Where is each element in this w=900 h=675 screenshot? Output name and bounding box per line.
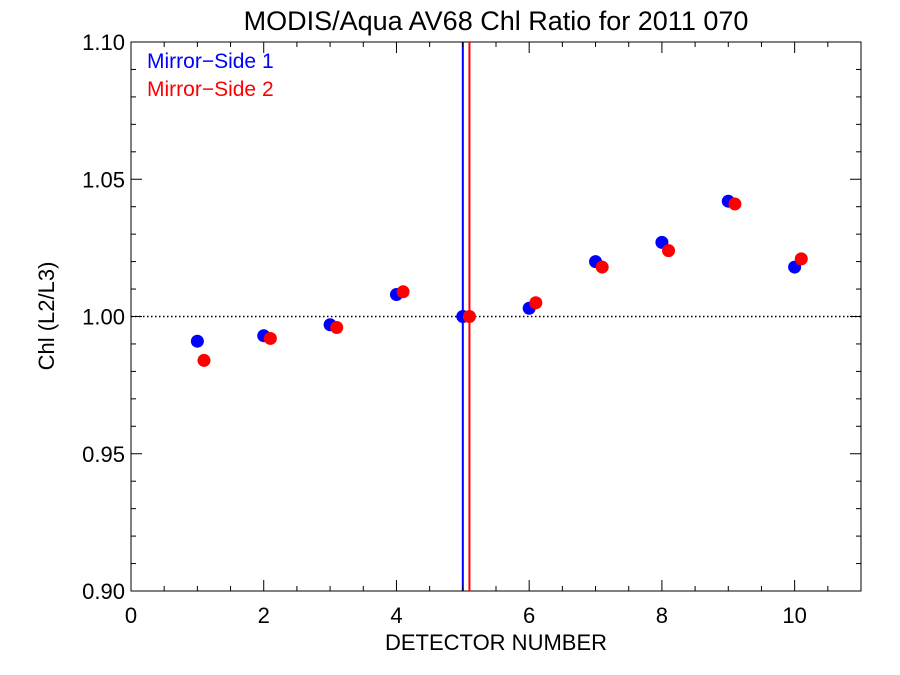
data-point-series-2 [794, 252, 808, 266]
reference-lines [131, 42, 861, 591]
x-tick-label: 2 [258, 603, 270, 628]
x-tick-label: 6 [523, 603, 535, 628]
legend-item-mirror-side-2: Mirror−Side 2 [147, 78, 274, 101]
x-tick-label: 4 [390, 603, 402, 628]
y-tick-label: 1.05 [82, 167, 125, 192]
data-point-series-2 [197, 353, 211, 367]
data-point-series-2 [595, 260, 609, 274]
chart-title: MODIS/Aqua AV68 Chl Ratio for 2011 070 [244, 6, 749, 36]
data-point-series-1 [190, 334, 204, 348]
x-tick-label: 10 [782, 603, 806, 628]
data-point-series-2 [529, 296, 543, 310]
y-tick-label: 0.90 [82, 579, 125, 604]
x-tick-label: 8 [656, 603, 668, 628]
data-point-series-2 [330, 320, 344, 334]
axis-ticks: 0 2 4 6 8 10 0.90 0.95 1.00 1.05 1.10 [82, 30, 862, 628]
data-point-series-2 [396, 285, 410, 299]
data-point-series-2 [728, 197, 742, 211]
y-tick-label: 0.95 [82, 442, 125, 467]
y-tick-label: 1.00 [82, 305, 125, 330]
data-point-series-2 [662, 244, 676, 258]
y-tick-label: 1.10 [82, 30, 125, 55]
data-point-series-2 [263, 331, 277, 345]
y-axis-label: Chl (L2/L3) [34, 262, 59, 371]
data-points [190, 194, 808, 367]
data-point-series-2 [462, 310, 476, 323]
legend-item-mirror-side-1: Mirror−Side 1 [147, 50, 274, 73]
x-tick-label: 0 [125, 603, 137, 628]
legend: Mirror−Side 1 Mirror−Side 2 [147, 50, 274, 101]
x-axis-label: DETECTOR NUMBER [385, 630, 607, 655]
